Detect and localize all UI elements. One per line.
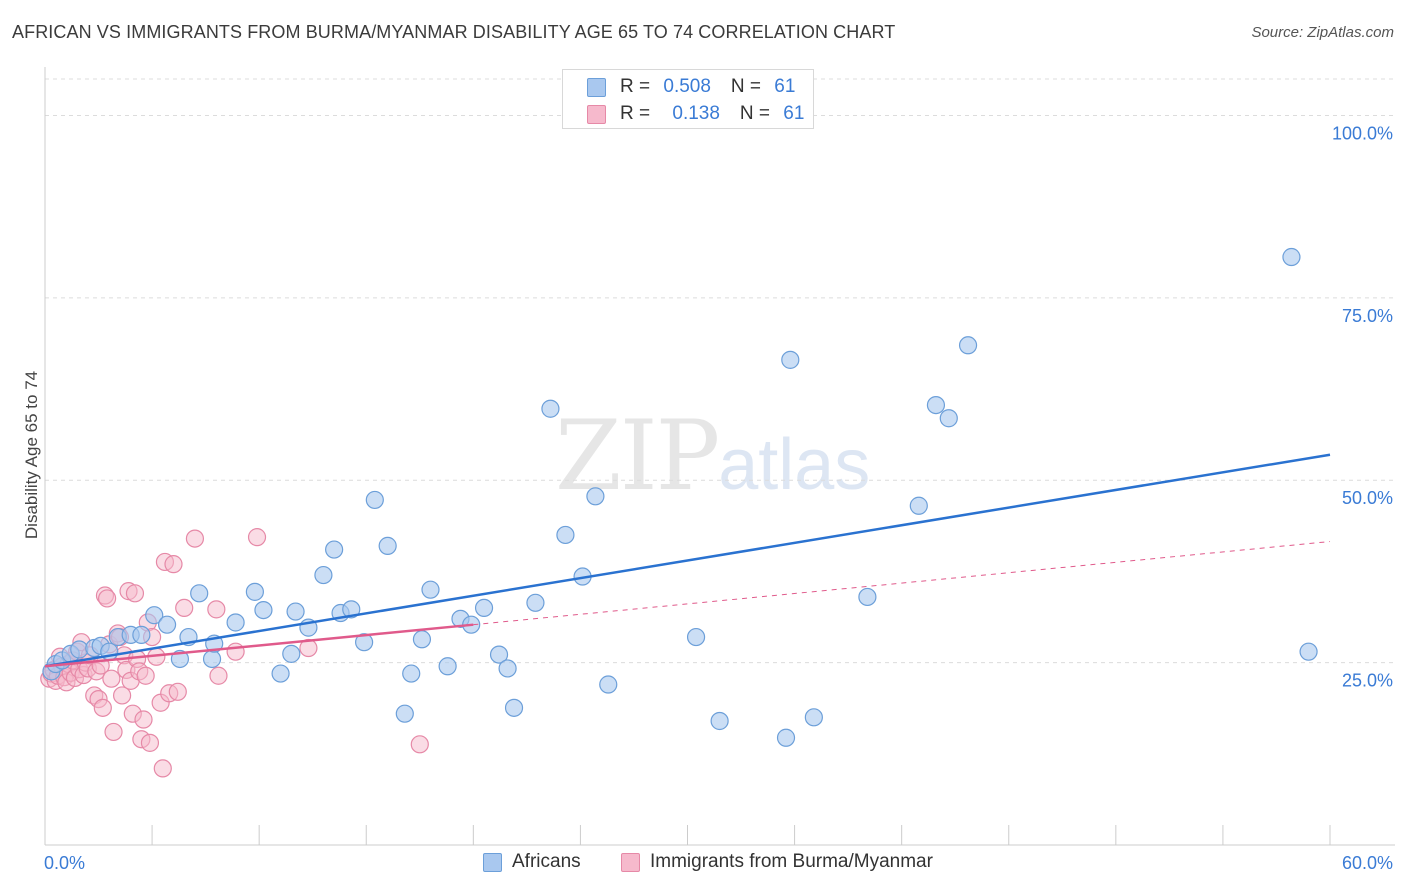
point-africans (958, 336, 978, 355)
legend-r-value: 0.138 (672, 103, 720, 124)
point-burma (134, 710, 153, 729)
point-africans (378, 536, 397, 555)
point-africans (395, 704, 414, 723)
point-africans (421, 580, 440, 599)
point-africans (245, 582, 264, 601)
point-burma (104, 722, 123, 742)
point-africans (314, 565, 333, 585)
point-burma (102, 669, 121, 688)
point-burma (153, 759, 172, 778)
trend-line-burma-extrapolated (473, 541, 1331, 626)
bottom-legend-swatch-africans (483, 852, 502, 872)
legend-n-label: N = (730, 76, 767, 97)
point-africans (474, 598, 494, 618)
point-africans (157, 615, 177, 634)
point-africans (781, 350, 800, 369)
legend-n-value: 61 (783, 103, 805, 124)
point-africans (599, 675, 618, 694)
point-burma (175, 598, 194, 618)
point-africans (402, 664, 421, 683)
point-africans (498, 659, 517, 678)
x-tick-label: 60.0% (1342, 853, 1393, 873)
legend-row-burma: R = 0.138 N = 61 (587, 101, 804, 127)
point-burma (136, 666, 155, 685)
point-africans (776, 728, 796, 747)
legend-swatch-burma (587, 104, 606, 124)
point-africans (342, 600, 361, 619)
legend-r-label: R = (620, 103, 656, 124)
point-burma (207, 600, 226, 619)
point-africans (858, 587, 877, 607)
point-africans (70, 640, 89, 659)
point-africans (286, 602, 305, 621)
point-africans (804, 708, 823, 727)
point-africans (1299, 642, 1318, 661)
point-burma (125, 584, 145, 603)
source-credit: Source: ZipAtlas.com (1251, 24, 1394, 41)
point-africans (271, 664, 290, 683)
bottom-legend-swatch-burma (621, 852, 640, 872)
chart-title: AFRICAN VS IMMIGRANTS FROM BURMA/MYANMAR… (12, 22, 896, 42)
legend-row-africans: R = 0.508 N = 61 (587, 74, 795, 100)
trend-line-africans (44, 453, 1331, 668)
point-burma (168, 682, 187, 701)
point-burma (164, 555, 183, 574)
point-africans (939, 409, 958, 428)
watermark-atlas: atlas (718, 425, 871, 505)
legend-n-label: N = (739, 103, 776, 124)
bottom-legend-africans: Africans (483, 851, 581, 873)
point-africans (325, 540, 344, 559)
point-africans (282, 644, 301, 663)
point-africans (132, 625, 151, 644)
point-africans (190, 584, 209, 603)
point-africans (926, 395, 946, 415)
point-africans (489, 645, 509, 664)
point-burma (226, 642, 245, 661)
point-africans (909, 496, 928, 515)
trend-line-burma (44, 623, 474, 668)
point-africans (254, 600, 273, 620)
point-burma (209, 666, 228, 685)
point-burma (247, 528, 267, 547)
point-africans (1282, 247, 1301, 267)
bottom-legend-burma: Immigrants from Burma/Myanmar (621, 851, 933, 873)
bottom-legend-label-africans: Africans (512, 851, 581, 872)
bottom-legend: Africans Immigrants from Burma/Myanmar (0, 851, 1406, 879)
legend-r-label: R = (620, 76, 656, 97)
watermark: ZIPatlas (555, 400, 870, 512)
point-burma (98, 589, 117, 608)
point-burma (112, 686, 132, 705)
point-africans (355, 633, 374, 652)
point-africans (541, 399, 560, 418)
y-tick-label: 75.0% (1342, 306, 1393, 326)
point-burma (185, 529, 205, 548)
y-tick-label: 25.0% (1342, 671, 1393, 691)
point-africans (412, 630, 432, 649)
point-africans (145, 606, 164, 625)
point-africans (365, 490, 384, 510)
correlation-legend: R = 0.508 N = 61 R = 0.138 N = 61 (562, 69, 814, 129)
point-africans (686, 627, 706, 647)
point-africans (586, 487, 605, 506)
point-africans (438, 657, 457, 676)
point-africans (226, 613, 245, 632)
bottom-legend-label-burma: Immigrants from Burma/Myanmar (650, 851, 933, 872)
point-burma (93, 698, 112, 717)
legend-n-value: 61 (774, 76, 796, 97)
y-tick-label: 100.0% (1332, 123, 1393, 143)
y-tick-label: 50.0% (1342, 488, 1393, 508)
point-africans (556, 525, 575, 545)
x-tick-label: 0.0% (44, 853, 85, 873)
point-africans (526, 593, 545, 612)
point-burma (140, 733, 160, 752)
watermark-zip: ZIP (555, 400, 720, 512)
point-africans (710, 711, 729, 731)
point-africans (504, 698, 524, 717)
point-burma (410, 735, 429, 754)
point-africans (202, 649, 222, 669)
legend-r-value: 0.508 (663, 76, 711, 97)
legend-swatch-africans (587, 77, 606, 97)
